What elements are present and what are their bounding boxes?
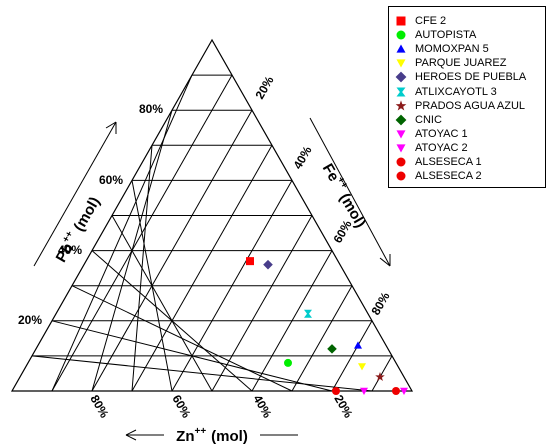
- left-axis-charge: ++: [60, 229, 75, 245]
- legend-label: ATLIXCAYOTL 3: [415, 85, 497, 98]
- data-point-alseseca-2: [392, 387, 400, 395]
- bottom-axis-element: Zn: [176, 428, 194, 445]
- legend-item-atlixcayotl-3: ATLIXCAYOTL 3: [395, 85, 497, 99]
- legend-label: ALSESECA 1: [415, 156, 482, 168]
- legend-marker-shape-alseseca-2: [396, 171, 406, 181]
- legend-label: PRADOS AGUA AZUL: [415, 99, 526, 112]
- grid-line-rising: [211, 215, 313, 392]
- data-point-cfe-2: [246, 257, 254, 266]
- data-points: [246, 257, 408, 395]
- legend-marker-shape-prados-agua-azul: [395, 99, 407, 111]
- legend-marker-momoxpan-5: [396, 44, 406, 53]
- data-point-momoxpan-5: [354, 341, 362, 349]
- data-point-parque-juarez: [358, 363, 366, 371]
- data-point-atoyac-1: [360, 387, 368, 395]
- grid-line-rising: [371, 355, 393, 392]
- grid-line-rising: [131, 145, 273, 392]
- legend-marker-shape-cfe-2: [396, 16, 406, 26]
- legend-marker-alseseca-1: [396, 157, 406, 167]
- legend-marker-autopista: [396, 30, 406, 40]
- svg-text:Zn++(mol): Zn++ (mol): [176, 426, 248, 445]
- bottom-axis-arrowhead: [125, 429, 137, 441]
- legend-item-alseseca-2: ALSESECA 2: [395, 169, 482, 183]
- legend-marker-heroes-de-puebla: [395, 71, 407, 83]
- legend-marker-alseseca-2: [396, 171, 406, 181]
- left-tick-20: 20%: [18, 313, 42, 327]
- legend-label: ALSESECA 2: [415, 170, 482, 183]
- left-tick-40: 40%: [58, 243, 82, 257]
- legend-marker-cnic: [395, 114, 407, 126]
- ternary-grid: [10, 38, 414, 392]
- right-tick-40: 40%: [290, 143, 314, 171]
- data-point-cnic: [327, 344, 337, 354]
- legend-label: HEROES DE PUEBLA: [415, 71, 527, 84]
- bottom-tick-20: 20%: [331, 393, 355, 421]
- right-tick-20: 20%: [252, 73, 276, 101]
- grid-line-falling: [31, 355, 373, 392]
- right-axis-arrowhead: [379, 254, 391, 267]
- legend-marker-shape-cnic: [395, 114, 407, 126]
- legend-item-heroes-de-puebla: HEROES DE PUEBLA: [395, 70, 526, 84]
- legend-label: CFE 2: [415, 15, 447, 27]
- legend-marker-shape-atlixcayotl-3: [396, 87, 406, 96]
- legend-item-prados-agua-azul: PRADOS AGUA AZUL: [395, 99, 525, 113]
- left-axis-arrow: [33, 121, 117, 267]
- legend-marker-atlixcayotl-3: [396, 87, 406, 96]
- legend-marker-shape-alseseca-1: [396, 157, 406, 167]
- legend-label: ATOYAC 2: [415, 141, 468, 154]
- legend-item-cnic: CNIC: [395, 113, 442, 127]
- data-point-autopista: [284, 358, 292, 367]
- legend-label: MOMOXPAN 5: [415, 43, 489, 56]
- legend-marker-atoyac-1: [396, 130, 406, 139]
- bottom-axis-unit: (mol): [211, 428, 248, 445]
- bottom-axis-charge: ++: [194, 426, 206, 437]
- right-axis-arrow: [309, 117, 391, 267]
- legend-marker-shape-parque-juarez: [396, 59, 406, 68]
- data-point-alseseca-1: [332, 387, 340, 395]
- legend: CFE 2 AUTOPISTA MOMOXPAN 5 PARQUE JUAREZ HER…: [388, 6, 546, 188]
- legend-label: CNIC: [415, 113, 442, 126]
- legend-item-autopista: AUTOPISTA: [395, 28, 476, 42]
- right-axis-charge: ++: [335, 175, 350, 191]
- bottom-tick-60: 60%: [169, 393, 193, 421]
- grid-line-rising: [291, 285, 353, 392]
- left-tick-60: 60%: [99, 173, 123, 187]
- data-point-atoyac-2: [400, 387, 408, 395]
- right-tick-80: 80%: [368, 289, 392, 317]
- legend-item-cfe-2: CFE 2: [395, 14, 446, 28]
- legend-marker-shape-momoxpan-5: [396, 44, 406, 53]
- grid-line-falling: [111, 215, 213, 392]
- data-point-atlixcayotl-3: [304, 309, 312, 318]
- legend-label: PARQUE JUAREZ: [415, 57, 507, 70]
- legend-marker-prados-agua-azul: [395, 99, 407, 111]
- bottom-axis-title: Zn++ (mol): [176, 426, 248, 445]
- bottom-tick-80: 80%: [87, 393, 111, 421]
- left-tick-80: 80%: [139, 102, 163, 116]
- legend-marker-shape-atoyac-2: [396, 144, 406, 153]
- legend-item-atoyac-2: ATOYAC 2: [395, 141, 468, 155]
- grid-line-falling: [71, 285, 293, 392]
- legend-item-alseseca-1: ALSESECA 1: [395, 155, 482, 169]
- legend-marker-cfe-2: [396, 16, 406, 26]
- legend-marker-parque-juarez: [396, 59, 406, 68]
- left-axis-unit: (mol): [71, 194, 104, 234]
- legend-item-momoxpan-5: MOMOXPAN 5: [395, 42, 489, 56]
- left-axis-arrowhead: [105, 121, 117, 134]
- legend-marker-atoyac-2: [396, 144, 406, 153]
- legend-item-parque-juarez: PARQUE JUAREZ: [395, 56, 506, 70]
- legend-marker-shape-autopista: [396, 30, 406, 40]
- legend-marker-shape-heroes-de-puebla: [395, 71, 407, 83]
- legend-item-atoyac-1: ATOYAC 1: [395, 127, 468, 141]
- legend-label: AUTOPISTA: [415, 29, 477, 42]
- bottom-tick-40: 40%: [250, 393, 274, 421]
- data-point-prados-agua-azul: [375, 371, 385, 382]
- data-point-heroes-de-puebla: [263, 259, 273, 270]
- legend-marker-shape-atoyac-1: [396, 130, 406, 139]
- legend-label: ATOYAC 1: [415, 127, 468, 140]
